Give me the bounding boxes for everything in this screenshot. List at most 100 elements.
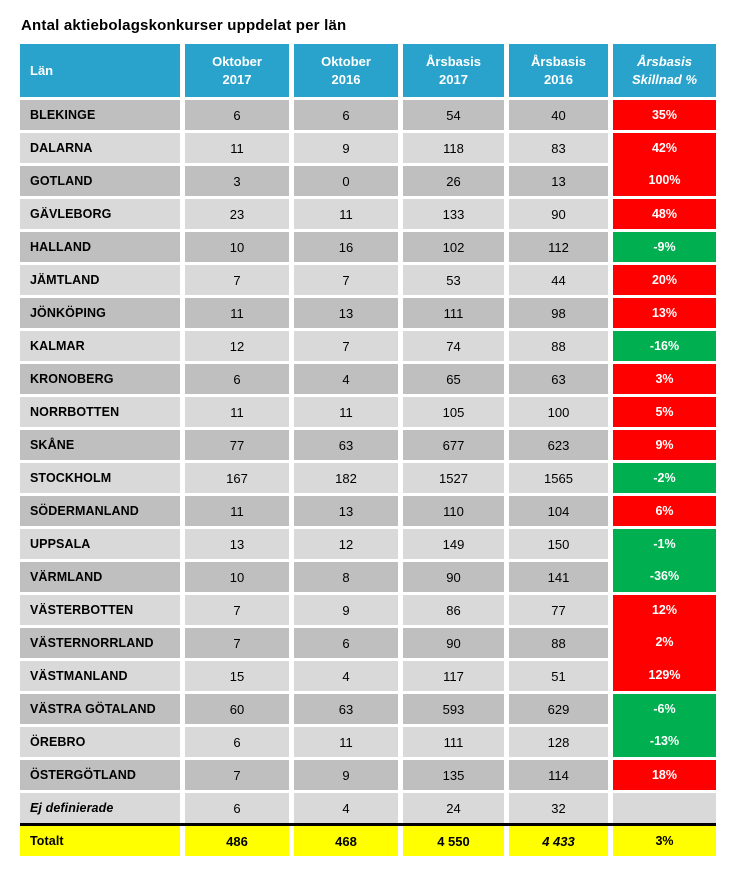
value-cell: 0	[294, 166, 398, 196]
total-oktober-2017: 486	[185, 826, 289, 856]
county-label: GÄVLEBORG	[20, 199, 180, 229]
value-cell: 13	[294, 298, 398, 328]
value-cell: 90	[403, 628, 504, 658]
value-cell: 677	[403, 430, 504, 460]
table-row: KALMAR 12 7 74 88 -16%	[20, 331, 716, 361]
header-line: Skillnad %	[631, 71, 698, 87]
value-cell: 11	[294, 727, 398, 757]
value-cell: 135	[403, 760, 504, 790]
header-oktober-2017: Oktober 2017	[185, 44, 289, 97]
value-cell: 117	[403, 661, 504, 691]
value-cell: 11	[294, 199, 398, 229]
table-row: VÄRMLAND 10 8 90 141 -36%	[20, 559, 716, 592]
county-label: SÖDERMANLAND	[20, 496, 180, 526]
value-cell: 24	[403, 793, 504, 823]
skillnad-percent-cell: 2%	[613, 625, 716, 658]
table-row: Ej definierade 6 4 24 32	[20, 793, 716, 823]
table-row: JÄMTLAND 7 7 53 44 20%	[20, 265, 716, 295]
value-cell: 77	[509, 595, 608, 625]
header-lan: Län	[20, 44, 180, 97]
value-cell: 7	[185, 628, 289, 658]
total-row: Totalt 486 468 4 550 4 433 3%	[20, 826, 716, 856]
value-cell: 623	[509, 430, 608, 460]
value-cell: 77	[185, 430, 289, 460]
value-cell: 105	[403, 397, 504, 427]
value-cell: 32	[509, 793, 608, 823]
value-cell: 10	[185, 232, 289, 262]
table-row: GOTLAND 3 0 26 13 100%	[20, 163, 716, 196]
value-cell: 3	[185, 166, 289, 196]
table-row: UPPSALA 13 12 149 150 -1%	[20, 529, 716, 559]
value-cell: 1527	[403, 463, 504, 493]
skillnad-percent-cell: 48%	[613, 199, 716, 229]
table-row: ÖSTERGÖTLAND 7 9 135 114 18%	[20, 760, 716, 790]
value-cell: 11	[294, 397, 398, 427]
value-cell: 7	[185, 265, 289, 295]
table-row: JÖNKÖPING 11 13 111 98 13%	[20, 298, 716, 328]
table-row: VÄSTERBOTTEN 7 9 86 77 12%	[20, 595, 716, 625]
county-label: STOCKHOLM	[20, 463, 180, 493]
value-cell: 9	[294, 133, 398, 163]
county-label: ÖREBRO	[20, 727, 180, 757]
table-row: SKÅNE 77 63 677 623 9%	[20, 430, 716, 460]
total-divider	[20, 823, 716, 826]
value-cell: 83	[509, 133, 608, 163]
header-line: 2017	[439, 71, 468, 87]
value-cell: 51	[509, 661, 608, 691]
skillnad-percent-cell: 3%	[613, 364, 716, 394]
county-label: VÄSTRA GÖTALAND	[20, 694, 180, 724]
value-cell: 6	[185, 793, 289, 823]
bankruptcy-table: Län Oktober 2017 Oktober 2016 Årsbasis 2…	[20, 44, 716, 856]
skillnad-percent-cell	[613, 793, 716, 823]
value-cell: 10	[185, 562, 289, 592]
skillnad-percent-cell: 18%	[613, 760, 716, 790]
skillnad-percent-cell: -1%	[613, 529, 716, 559]
table-row: HALLAND 10 16 102 112 -9%	[20, 232, 716, 262]
value-cell: 111	[403, 298, 504, 328]
value-cell: 9	[294, 760, 398, 790]
header-line: 2016	[544, 71, 573, 87]
county-label: NORRBOTTEN	[20, 397, 180, 427]
county-label: VÄSTMANLAND	[20, 661, 180, 691]
value-cell: 13	[294, 496, 398, 526]
skillnad-percent-cell: -36%	[613, 559, 716, 592]
table-row: SÖDERMANLAND 11 13 110 104 6%	[20, 496, 716, 526]
value-cell: 98	[509, 298, 608, 328]
table-row: STOCKHOLM 167 182 1527 1565 -2%	[20, 463, 716, 493]
value-cell: 88	[509, 331, 608, 361]
table-row: GÄVLEBORG 23 11 133 90 48%	[20, 199, 716, 229]
value-cell: 16	[294, 232, 398, 262]
value-cell: 11	[185, 496, 289, 526]
total-oktober-2016: 468	[294, 826, 398, 856]
total-arsbasis-2016: 4 433	[509, 826, 608, 856]
value-cell: 7	[294, 265, 398, 295]
skillnad-percent-cell: -9%	[613, 232, 716, 262]
value-cell: 7	[294, 331, 398, 361]
table-row: KRONOBERG 6 4 65 63 3%	[20, 364, 716, 394]
value-cell: 44	[509, 265, 608, 295]
skillnad-percent-cell: 12%	[613, 595, 716, 625]
value-cell: 53	[403, 265, 504, 295]
county-label: KRONOBERG	[20, 364, 180, 394]
header-line: 2016	[331, 71, 361, 87]
value-cell: 6	[185, 364, 289, 394]
county-label: VÄSTERNORRLAND	[20, 628, 180, 658]
value-cell: 111	[403, 727, 504, 757]
value-cell: 6	[185, 727, 289, 757]
skillnad-percent-cell: 5%	[613, 397, 716, 427]
total-skillnad: 3%	[613, 826, 716, 856]
skillnad-percent-cell: 6%	[613, 496, 716, 526]
header-arsbasis-skillnad: Årsbasis Skillnad %	[613, 44, 716, 97]
header-oktober-2016: Oktober 2016	[294, 44, 398, 97]
value-cell: 149	[403, 529, 504, 559]
table-body: BLEKINGE 6 6 54 40 35% DALARNA 11 9 118 83 42% GOTLA…	[20, 100, 716, 823]
table-row: VÄSTRA GÖTALAND 60 63 593 629 -6%	[20, 694, 716, 724]
value-cell: 60	[185, 694, 289, 724]
value-cell: 9	[294, 595, 398, 625]
value-cell: 11	[185, 298, 289, 328]
header-lan-label: Län	[30, 62, 54, 78]
total-arsbasis-2017: 4 550	[403, 826, 504, 856]
value-cell: 133	[403, 199, 504, 229]
county-label: GOTLAND	[20, 166, 180, 196]
value-cell: 88	[509, 628, 608, 658]
